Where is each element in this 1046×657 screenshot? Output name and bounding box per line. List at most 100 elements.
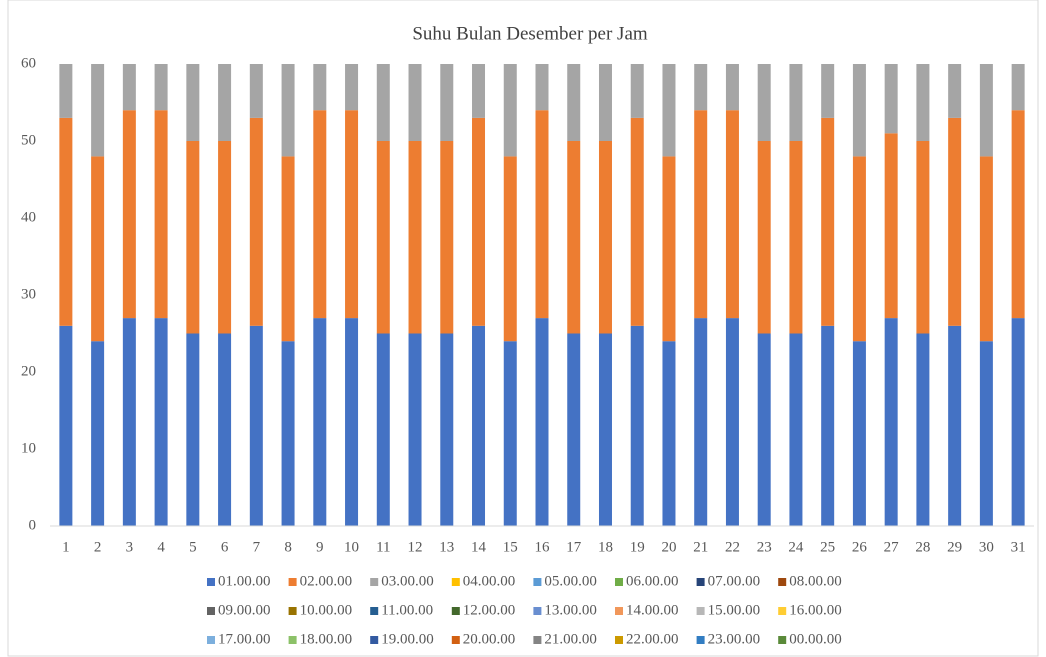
legend-label: 13.00.00	[544, 602, 597, 618]
x-tick-label: 12	[408, 539, 423, 555]
legend-swatch	[533, 607, 542, 615]
bar-segment	[345, 110, 359, 319]
bar-segment	[440, 333, 454, 526]
y-tick-label: 20	[21, 363, 36, 379]
bar-segment	[503, 156, 517, 342]
x-tick-label: 29	[947, 539, 962, 555]
legend-swatch	[370, 578, 379, 586]
x-tick-label: 26	[852, 539, 868, 555]
x-tick-label: 22	[725, 539, 740, 555]
bar-segment	[598, 141, 612, 334]
legend-swatch	[207, 636, 215, 644]
x-tick-label: 21	[693, 539, 708, 555]
bar-segment	[535, 64, 549, 111]
bar-segment	[630, 64, 644, 118]
legend-swatch	[615, 636, 623, 644]
bar-segment	[948, 64, 962, 118]
bar-segment	[186, 141, 200, 334]
bar-segment	[122, 110, 136, 319]
bar-segment	[694, 64, 708, 111]
legend-swatch	[370, 607, 379, 615]
legend-swatch	[288, 636, 297, 644]
bar-segment	[567, 64, 581, 141]
legend-label: 15.00.00	[708, 602, 761, 618]
bar-segment	[916, 141, 930, 334]
bar-segment	[154, 110, 168, 319]
bar-segment	[91, 341, 105, 526]
bar-segment	[91, 64, 105, 157]
bar-segment	[535, 110, 549, 319]
bar-segment	[281, 64, 295, 157]
y-tick-label: 50	[21, 132, 36, 148]
bar-segment	[376, 64, 390, 141]
legend-swatch	[451, 578, 460, 586]
legend-label: 19.00.00	[381, 631, 434, 647]
bar-segment	[979, 64, 993, 157]
x-tick-label: 25	[820, 539, 835, 555]
bar-segment	[789, 333, 803, 526]
x-tick-label: 31	[1011, 539, 1026, 555]
bar-segment	[472, 325, 486, 526]
bar-segment	[598, 64, 612, 141]
legend-label: 10.00.00	[300, 602, 353, 618]
x-tick-label: 19	[630, 539, 645, 555]
bar-segment	[345, 318, 359, 526]
legend-swatch	[207, 607, 215, 615]
bar-segment	[1011, 64, 1025, 111]
legend-swatch	[696, 607, 705, 615]
bar-segment	[186, 64, 200, 141]
legend-label: 07.00.00	[708, 573, 761, 589]
legend-label: 20.00.00	[463, 631, 516, 647]
bar-segment	[345, 64, 359, 111]
legend-swatch	[778, 636, 787, 644]
bar-segment	[154, 318, 168, 526]
legend-label: 05.00.00	[544, 573, 597, 589]
bar-segment	[59, 64, 73, 118]
bar-segment	[218, 141, 232, 334]
bar-segment	[281, 156, 295, 342]
bar-segment	[948, 117, 962, 326]
legend-label: 04.00.00	[463, 573, 516, 589]
bar-segment	[218, 333, 232, 526]
legend-swatch	[533, 578, 542, 586]
x-tick-label: 7	[253, 539, 261, 555]
bar-segment	[789, 64, 803, 141]
legend-label: 23.00.00	[708, 631, 761, 647]
legend-swatch	[370, 636, 379, 644]
bar-segment	[662, 64, 676, 157]
legend-swatch	[288, 578, 297, 586]
x-tick-label: 16	[535, 539, 551, 555]
bar-segment	[186, 333, 200, 526]
legend-label: 11.00.00	[381, 602, 433, 618]
x-tick-label: 13	[439, 539, 454, 555]
legend-label: 08.00.00	[789, 573, 842, 589]
bar-segment	[630, 117, 644, 326]
bar-segment	[408, 141, 422, 334]
legend-label: 00.00.00	[789, 631, 842, 647]
bar-segment	[59, 117, 73, 326]
plot-area	[59, 64, 1025, 526]
bar-segment	[598, 333, 612, 526]
x-tick-label: 18	[598, 539, 613, 555]
bar-segment	[249, 64, 263, 118]
x-tick-label: 9	[316, 539, 324, 555]
bar-segment	[122, 318, 136, 526]
legend-label: 01.00.00	[218, 573, 271, 589]
y-tick-label: 60	[21, 55, 36, 71]
bar-segment	[757, 64, 771, 141]
bar-segment	[821, 325, 835, 526]
legend-swatch	[451, 636, 460, 644]
bar-segment	[725, 64, 739, 111]
bar-segment	[503, 64, 517, 157]
bar-segment	[218, 64, 232, 141]
legend-label: 14.00.00	[626, 602, 679, 618]
legend-label: 22.00.00	[626, 631, 679, 647]
legend-swatch	[778, 607, 787, 615]
bar-segment	[535, 318, 549, 526]
bar-segment	[567, 333, 581, 526]
bar-segment	[852, 64, 866, 157]
bar-segment	[821, 117, 835, 326]
bar-segment	[281, 341, 295, 526]
bar-segment	[884, 318, 898, 526]
y-tick-label: 30	[21, 286, 36, 302]
